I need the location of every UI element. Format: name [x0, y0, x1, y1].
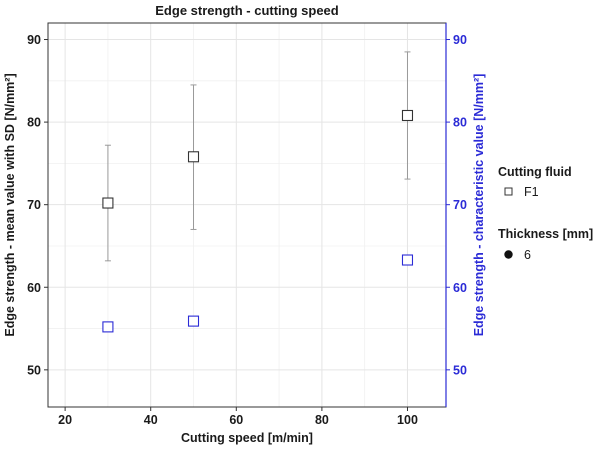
chart-title: Edge strength - cutting speed	[155, 3, 339, 18]
legend-open-square-icon	[504, 187, 513, 196]
grid	[48, 23, 446, 407]
y-left-tick-label: 60	[27, 281, 41, 295]
data-markers	[102, 109, 414, 333]
y-axis-label-left: Edge strength - mean value with SD [N/mm…	[3, 73, 17, 336]
x-tick-label: 100	[397, 413, 418, 427]
x-tick-label: 20	[58, 413, 72, 427]
axis-ticks: 20 40 60 80 100 50 60 70 80 90 50 60 70 80 90	[27, 33, 467, 427]
legend-filled-circle-icon	[504, 250, 513, 259]
characteristic-value-marker	[187, 315, 200, 327]
legend-title-thickness: Thickness [mm]	[498, 227, 593, 241]
legend-label-f1: F1	[524, 185, 539, 199]
y-right-tick-label: 80	[453, 116, 467, 130]
y-left-tick-label: 70	[27, 198, 41, 212]
characteristic-value-marker	[102, 321, 114, 333]
x-tick-label: 80	[315, 413, 329, 427]
mean-value-marker	[187, 151, 200, 163]
x-tick-label: 40	[144, 413, 158, 427]
y-right-tick-label: 70	[453, 198, 467, 212]
legend-title-cutting-fluid: Cutting fluid	[498, 165, 572, 179]
y-left-tick-label: 90	[27, 33, 41, 47]
mean-value-marker	[401, 109, 414, 122]
mean-value-marker	[102, 197, 114, 209]
y-right-tick-label: 60	[453, 281, 467, 295]
y-left-tick-label: 50	[27, 363, 41, 377]
y-right-tick-label: 50	[453, 363, 467, 377]
legend-label-6: 6	[524, 248, 531, 262]
legend: Cutting fluid F1 Thickness [mm] 6	[498, 165, 593, 262]
x-tick-label: 60	[229, 413, 243, 427]
x-axis-label: Cutting speed [m/min]	[181, 431, 313, 445]
y-left-tick-label: 80	[27, 116, 41, 130]
y-right-tick-label: 90	[453, 33, 467, 47]
y-axis-label-right: Edge strength - characteristic value [N/…	[472, 74, 486, 337]
characteristic-value-marker	[401, 254, 414, 266]
